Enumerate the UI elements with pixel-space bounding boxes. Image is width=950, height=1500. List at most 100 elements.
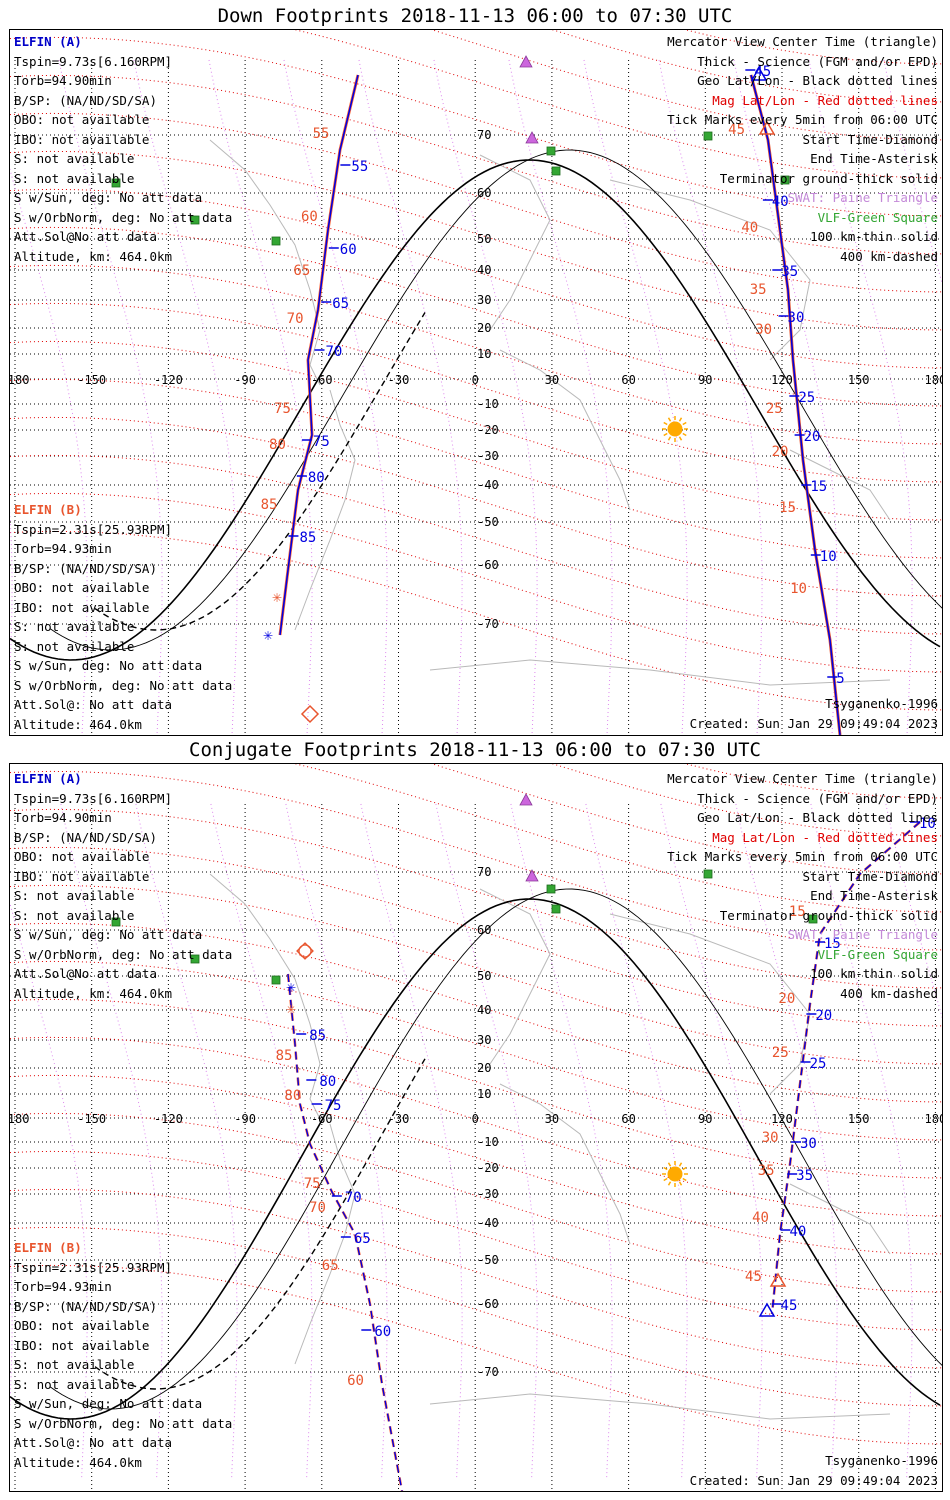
lat-label: -40 <box>477 1216 499 1230</box>
mag-tick-label: 45 <box>745 1269 762 1285</box>
lon-label: 30 <box>545 373 559 387</box>
lat-label: 70 <box>477 865 491 879</box>
swat-triangle <box>525 131 539 144</box>
lon-label: 90 <box>698 1112 712 1126</box>
lon-label: -30 <box>388 373 410 387</box>
lat-label: -30 <box>477 449 499 463</box>
lon-label: 150 <box>848 1112 870 1126</box>
trace-tick-label: 65 <box>354 1231 371 1247</box>
mag-tick-label: 40 <box>752 1210 769 1226</box>
trace-tick-label: 10 <box>820 549 837 565</box>
start-time-diamond <box>300 704 320 724</box>
lat-label: 60 <box>477 186 491 200</box>
mag-longitude-curve <box>208 59 313 735</box>
coastline <box>789 449 891 521</box>
mag-tick-label: 40 <box>741 220 758 236</box>
sun-ray <box>678 1181 683 1186</box>
lat-label: -10 <box>477 397 499 411</box>
map-canvas-conj: -180 -150 -120 -90 -60 -30 0 30 60 90 120 150 180 70 6… <box>10 764 942 1491</box>
model-label: Tsyganenko-1996 <box>825 1453 938 1468</box>
lon-label: 150 <box>848 373 870 387</box>
mag-longitude-curve <box>583 59 688 735</box>
legend-down: Mercator View Center Time (triangle) Thi… <box>667 32 938 266</box>
mag-tick-label: 85 <box>261 497 278 513</box>
sun-ray <box>663 432 668 437</box>
legend-item: Terminator ground-thick solid <box>719 170 938 186</box>
elfin-a-line: IBO: not available <box>14 131 150 147</box>
legend-item: Mag Lat/Lon - Red dotted lines <box>712 829 938 845</box>
lat-label: 30 <box>477 293 491 307</box>
trace-tick-label: 65 <box>332 296 349 312</box>
lat-label: -50 <box>477 515 499 529</box>
mag-tick-label: 65 <box>322 1258 339 1274</box>
mag-tick-label: 80 <box>269 437 286 453</box>
legend-item: Mercator View Center Time (triangle) <box>667 771 938 786</box>
trace-tick-label: 25 <box>798 390 815 406</box>
sun-ray <box>678 1162 683 1167</box>
elfin-a-line: S: not available <box>14 888 135 903</box>
elfin-b-line: S: not available <box>14 1357 135 1372</box>
lat-label: 10 <box>477 347 491 361</box>
mag-tick-label: 15 <box>789 904 806 920</box>
lon-label: -120 <box>154 373 183 387</box>
mag-longitude-curve <box>10 901 88 1480</box>
mag-tick-label: 70 <box>287 311 304 327</box>
mag-longitude-curve <box>210 803 313 1480</box>
vlf-station-square <box>551 166 561 176</box>
legend-item: Thick - Science (FGM and/or EPD) <box>697 790 938 806</box>
lat-label: 10 <box>477 1087 491 1101</box>
elfin-a-line: Altitude, km: 464.0km <box>14 985 173 1001</box>
trace-tick-label: 15 <box>824 936 841 952</box>
mag-tick-label: 45 <box>728 122 745 138</box>
panel-title-down: Down Footprints 2018-11-13 06:00 to 07:3… <box>217 5 733 27</box>
sun-ray <box>663 1177 668 1182</box>
map-panel-conj: -180 -150 -120 -90 -60 -30 0 30 60 90 120 150 180 70 6… <box>9 763 943 1492</box>
legend-item: End Time-Asterisk <box>810 151 938 166</box>
trace-tick-label: 25 <box>810 1056 827 1072</box>
elfin-b-trace-overlay <box>278 74 360 636</box>
sun-ray <box>678 436 683 441</box>
legend-item: Geo Lat/Lon - Black dotted lines <box>697 810 938 825</box>
coastline <box>209 139 321 386</box>
elfin-b-line: Torb=94.93min <box>14 541 112 556</box>
legend-item: Start Time-Diamond <box>802 868 938 884</box>
lat-label: -20 <box>477 1161 499 1175</box>
mag-tick-label: 20 <box>778 991 795 1007</box>
view-center-triangle <box>758 120 776 135</box>
coastline <box>789 1183 891 1255</box>
lat-label: -70 <box>477 1365 499 1379</box>
legend-item: Thick - Science (FGM and/or EPD) <box>697 53 938 69</box>
trace-tick-label: 30 <box>788 310 805 326</box>
elfin-a-line: OBO: not available <box>14 849 150 864</box>
trace-tick-label: 70 <box>326 344 343 360</box>
sun-icon <box>667 421 683 437</box>
terminator-line <box>10 159 941 661</box>
coastline <box>294 1123 356 1365</box>
trace-tick-label: 15 <box>810 479 827 495</box>
mag-longitude-curve <box>510 803 613 1480</box>
sun-ray <box>667 1181 672 1186</box>
elfin-b-info-conj: ELFIN (B) Tspin=2.31s[25.93RPM] Torb=94.… <box>14 1238 232 1472</box>
lon-label: 120 <box>771 373 793 387</box>
elfin-b-line: OBO: not available <box>14 580 150 595</box>
legend-item: 400 km-dashed <box>840 248 938 264</box>
start-time-diamond <box>296 942 314 960</box>
sun-ray <box>682 1166 687 1171</box>
mag-latitude-curve <box>10 340 942 521</box>
elfin-b-line: Att.Sol@: No att data <box>14 1435 173 1450</box>
mag-longitude-curve <box>585 803 688 1480</box>
elfin-a-line: S w/Sun, deg: No att data <box>14 190 203 205</box>
elfin-a-line: S: not available <box>14 170 135 186</box>
vlf-station-square <box>190 954 200 964</box>
lat-label: -10 <box>477 1135 499 1149</box>
vlf-station-square <box>546 146 556 156</box>
terminator-100km <box>49 149 942 651</box>
trace-tick-label: 35 <box>796 1168 813 1184</box>
lon-label: -60 <box>311 373 333 387</box>
lat-label: 50 <box>477 969 491 983</box>
trace-tick-label: 40 <box>789 1224 806 1240</box>
elfin-b-line: Att.Sol@: No att data <box>14 697 173 712</box>
elfin-a-trace <box>750 74 841 735</box>
lat-label: 40 <box>477 1003 491 1017</box>
elfin-b-line: S w/Sun, deg: No att data <box>14 658 203 673</box>
